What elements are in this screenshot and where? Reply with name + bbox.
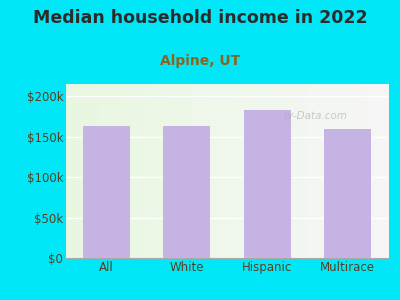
Text: Median household income in 2022: Median household income in 2022 (33, 9, 367, 27)
Text: Alpine, UT: Alpine, UT (160, 54, 240, 68)
Bar (244, 110, 290, 258)
Bar (164, 126, 210, 258)
Bar (83, 126, 130, 258)
Bar (324, 128, 371, 258)
Text: ty-Data.com: ty-Data.com (284, 111, 348, 122)
